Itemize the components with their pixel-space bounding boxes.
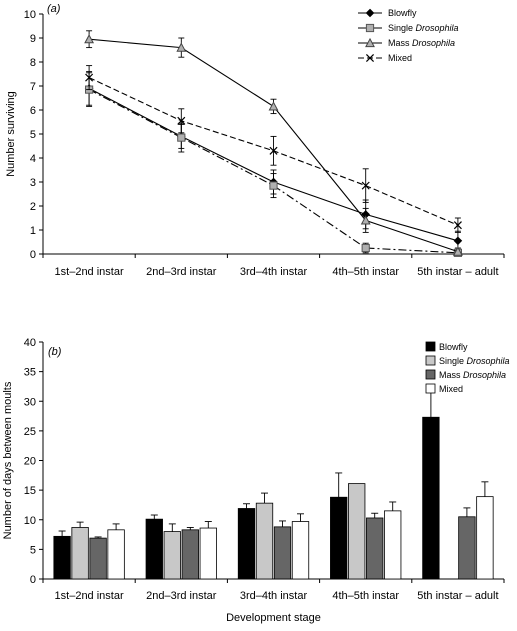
panel-b-y-tick-label: 20 [24, 456, 36, 468]
panel-a-point [268, 101, 279, 111]
panel-a-point [84, 34, 95, 44]
panel-a-point-stroke [85, 73, 94, 82]
panel-a-point [452, 246, 463, 256]
panel-b-y-tick-label: 30 [24, 396, 36, 408]
panel-a-legend-label: Single Drosophila [388, 23, 459, 33]
panel-b-y-axis-label: Number of days between moults [2, 381, 14, 539]
panel-b-y-tick-label: 25 [24, 426, 36, 438]
panel-a-legend-marker-stroke [365, 53, 375, 63]
panel-b-legend-label: Mass Drosophila [439, 370, 506, 380]
panel-a-y-tick-label: 3 [30, 177, 36, 189]
panel-b-y-tick-label: 5 [30, 544, 36, 556]
panel-a-y-tick-label: 2 [30, 201, 36, 213]
panel-b-legend-label: Single Drosophila [439, 356, 510, 366]
panel-b-bar [237, 508, 256, 580]
panel-b-x-axis-label: Development stage [226, 612, 321, 624]
panel-b-label: (b) [48, 346, 62, 358]
panel-a-point [176, 42, 187, 52]
panel-b-bar [181, 529, 199, 580]
panel-a-y-tick-label: 9 [30, 33, 36, 45]
panel-b-bar [273, 526, 292, 580]
panel-b-x-tick-label: 4th–5th instar [332, 590, 399, 602]
panel-b-bar [53, 535, 71, 580]
panel-b-bar [384, 510, 402, 580]
panel-a-point [361, 181, 370, 190]
panel-a-point [269, 181, 278, 190]
panel-a-legend-marker [365, 23, 375, 33]
panel-a-series-line [88, 89, 458, 254]
panel-a-label: (a) [47, 3, 61, 15]
panel-b-bar [199, 527, 217, 580]
panel-a-legend-label: Mass Drosophila [388, 38, 455, 48]
panel-b-y-tick-label: 0 [30, 574, 36, 586]
panel-a-x-tick-label: 3rd–4th instar [240, 266, 308, 278]
panel-a-legend-marker [365, 8, 375, 18]
panel-b-bar [145, 518, 163, 580]
panel-a-legend-marker [365, 53, 375, 63]
panel-b-bar [107, 529, 125, 580]
panel-b-bar [330, 496, 348, 580]
panel-b-bar [458, 516, 476, 580]
panel-b-bar [422, 416, 440, 580]
panel-b-bar [366, 517, 384, 580]
panel-a-x-tick-label: 5th instar – adult [417, 266, 498, 278]
panel-b-y-tick-label: 40 [24, 337, 36, 349]
panel-a-point [85, 73, 94, 82]
panel-b-legend-label: Blowfly [439, 342, 468, 352]
panel-a-y-tick-label: 7 [30, 81, 36, 93]
panel-a-legend-label: Blowfly [388, 8, 417, 18]
panel-b-legend-label: Mixed [439, 384, 463, 394]
panel-a-x-tick-label: 2nd–3rd instar [146, 266, 217, 278]
panel-a-point-stroke [177, 116, 186, 125]
panel-b-bar [255, 502, 274, 580]
panel-b-legend-swatch [425, 369, 436, 380]
panel-a-point [177, 133, 186, 142]
panel-a-point-stroke [361, 181, 370, 190]
panel-b-y-tick-label: 10 [24, 515, 36, 527]
panel-b-bar [89, 537, 107, 580]
panel-a-point-stroke [453, 221, 462, 230]
panel-a-y-tick-label: 10 [24, 9, 36, 21]
panel-a-point [360, 215, 371, 225]
panel-a-y-tick-label: 6 [30, 105, 36, 117]
panel-a-y-tick-label: 1 [30, 225, 36, 237]
panel-a-point [269, 146, 278, 155]
panel-b-x-tick-label: 1st–2nd instar [55, 590, 124, 602]
panel-b-legend-swatch [425, 355, 436, 366]
panel-a-legend-marker [365, 37, 375, 48]
panel-b-x-tick-label: 2nd–3rd instar [146, 590, 217, 602]
panel-a-y-axis-label: Number surviving [5, 91, 17, 177]
panel-b-bar [476, 496, 494, 580]
panel-b-y-tick-label: 35 [24, 367, 36, 379]
panel-b-x-tick-label: 3rd–4th instar [240, 590, 308, 602]
panel-a-y-tick-label: 5 [30, 129, 36, 141]
panel-b-legend-swatch [425, 341, 436, 352]
panel-a-point [177, 116, 186, 125]
panel-b-y-tick-label: 15 [24, 485, 36, 497]
panel-b-bar [291, 521, 310, 580]
panel-a-x-tick-label: 4th–5th instar [332, 266, 399, 278]
panel-a-y-tick-label: 0 [30, 249, 36, 261]
panel-b-x-tick-label: 5th instar – adult [417, 590, 498, 602]
panel-a-x-tick-label: 1st–2nd instar [55, 266, 124, 278]
panel-a-point [453, 236, 463, 246]
panel-a-point [361, 243, 370, 253]
panel-b-bar [348, 483, 366, 580]
panel-b-legend-swatch [425, 383, 436, 394]
panel-b-bar [163, 531, 181, 580]
panel-b-bar [71, 527, 89, 580]
panel-a-y-tick-label: 4 [30, 153, 36, 165]
panel-a-point [453, 221, 462, 230]
panel-a-y-tick-label: 8 [30, 57, 36, 69]
panel-a-point-stroke [269, 146, 278, 155]
panel-a-legend-label: Mixed [388, 53, 412, 63]
